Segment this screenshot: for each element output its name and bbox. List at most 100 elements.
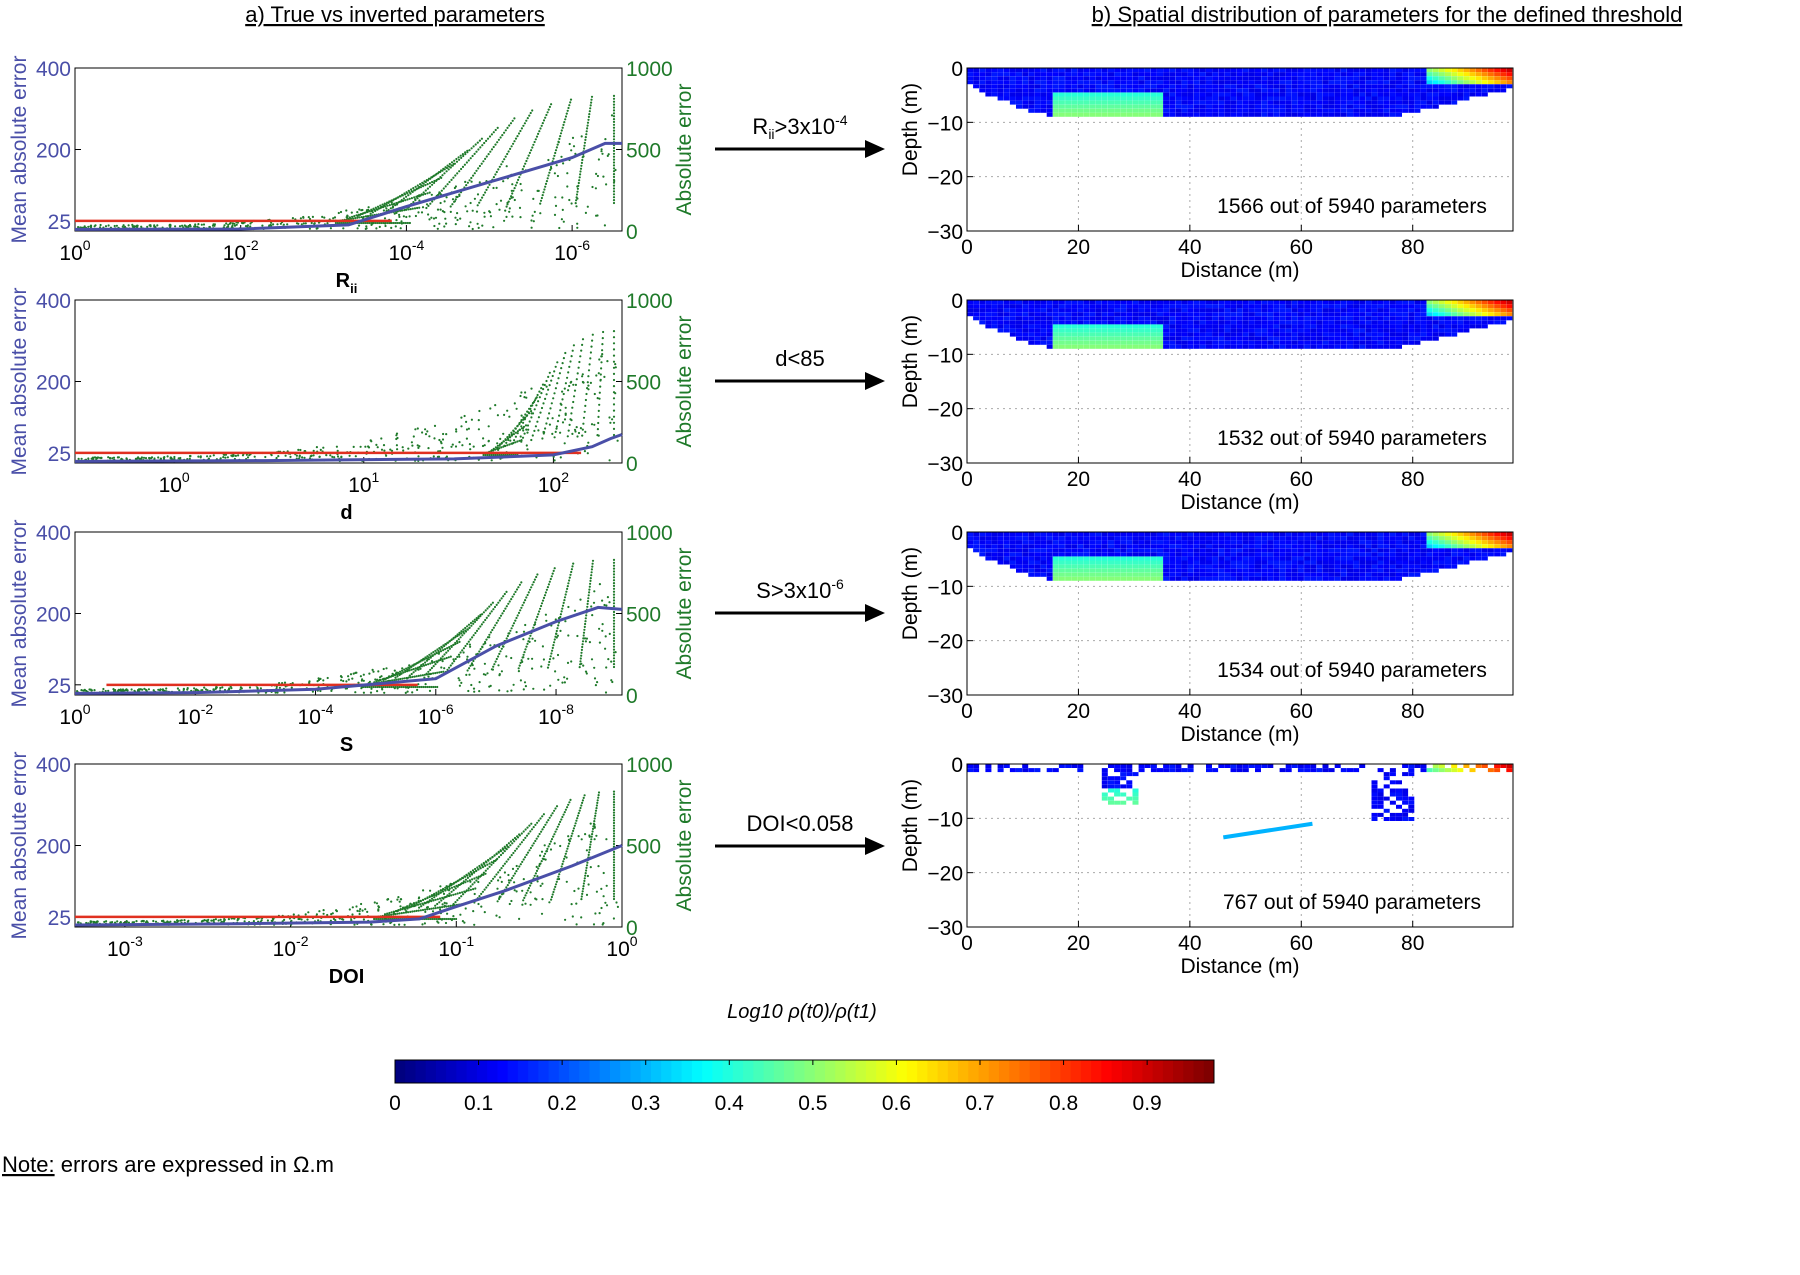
y-tick-label: −20 [927,399,963,422]
x-tick-label: 10-6 [418,701,454,729]
y-right-tick-label: 0 [626,453,638,476]
y-left-tick-label: 200 [36,836,71,859]
arrow-head [865,140,885,158]
x-tick-label: 10-1 [438,933,474,961]
y-right-label: Absolute error [673,316,696,448]
x-tick-label: 20 [1067,236,1090,259]
x-tick-label: 0 [961,932,973,955]
plot-frame [966,67,1514,232]
y-tick-label: −20 [927,167,963,190]
x-tick-label: 20 [1067,700,1090,723]
y-axis-label: Depth (m) [899,83,922,176]
colorbar-tick-label: 0.3 [631,1092,660,1115]
y-left-tick-label: 400 [36,754,71,777]
y-left-tick-label: 400 [36,522,71,545]
arrow-head [865,837,885,855]
x-tick-label: 80 [1401,236,1424,259]
y-left-tick-label: 400 [36,290,71,313]
x-tick-label: 10-8 [538,701,574,729]
y-left-tick-label: 200 [36,604,71,627]
y-left-tick-label: 25 [48,675,71,698]
note-text: errors are expressed in Ω.m [55,1152,334,1177]
x-tick-label: 20 [1067,468,1090,491]
y-left-tick-label: 200 [36,140,71,163]
parameter-count: 1566 out of 5940 parameters [1217,195,1487,218]
section-panel-2: 0 20 40 60 80 0 −10 −20 −30 Distance (m) Depth (m)… [899,290,1514,514]
absolute-error-scatter [76,790,620,927]
y-tick-label: −30 [927,221,963,244]
threshold-arrows: Rii>3x10-4 d<85 S>3x10-6 DOI<0.058 [715,112,885,855]
colorbar-tick-label: 0.5 [798,1092,827,1115]
x-axis-label: Distance (m) [1180,955,1299,978]
x-tick-label: 102 [538,469,569,497]
x-tick-label: 0 [961,700,973,723]
x-tick-label: 40 [1178,700,1201,723]
y-tick-label: −10 [927,112,963,135]
colorbar-tick-label: 0.6 [882,1092,911,1115]
absolute-error-scatter [77,330,619,463]
x-tick-label: 10-2 [177,701,213,729]
note-label: Note: [2,1152,55,1177]
colorbar-gradient [395,1060,1215,1083]
y-right-label: Absolute error [673,780,696,912]
x-tick-label: 0 [961,468,973,491]
x-tick-label: 40 [1178,932,1201,955]
y-right-label: Absolute error [673,548,696,680]
colorbar-tick-label: 0.2 [548,1092,577,1115]
absolute-error-scatter [77,94,617,231]
x-tick-label: 100 [59,237,90,265]
parameter-count: 767 out of 5940 parameters [1223,891,1481,914]
x-tick-label: 100 [159,469,190,497]
y-right-tick-label: 0 [626,917,638,940]
note: Note: errors are expressed in Ω.m [2,1152,334,1177]
section-panel-3: 0 20 40 60 80 0 −10 −20 −30 Distance (m) Depth (m)… [899,522,1514,746]
y-right-tick-label: 500 [626,140,661,163]
y-axis-label: Depth (m) [899,547,922,640]
x-tick-label: 10-2 [273,933,309,961]
x-axis-label: Rii [336,270,358,296]
x-tick-label: 40 [1178,236,1201,259]
y-left-label: Mean absolute error [8,520,31,708]
plot-frame [74,763,623,928]
parameter-count: 1534 out of 5940 parameters [1217,659,1487,682]
absolute-error-scatter [76,558,617,695]
colorbar-tick-label: 0.4 [715,1092,745,1115]
y-right-tick-label: 500 [626,372,661,395]
y-left-label: Mean absolute error [8,288,31,476]
threshold-label: DOI<0.058 [746,811,853,836]
x-tick-label: 10-4 [298,701,334,729]
x-tick-label: 101 [348,469,379,497]
threshold-label: Rii>3x10-4 [752,112,847,142]
colorbar-label: Log10 ρ(t0)/ρ(t1) [727,1001,877,1023]
x-tick-label: 60 [1290,468,1313,491]
y-right-tick-label: 1000 [626,290,673,313]
resistivity-section [967,300,1513,349]
resistivity-section [967,68,1513,117]
y-left-tick-label: 25 [48,443,71,466]
y-tick-label: −20 [927,631,963,654]
colorbar-tick-label: 0.8 [1049,1092,1078,1115]
y-axis-label: Depth (m) [899,779,922,872]
threshold-arrow-2: d<85 [715,346,885,390]
section-panel-4: 0 20 40 60 80 0 −10 −20 −30 Distance (m) Depth (m)… [899,754,1514,978]
y-right-tick-label: 1000 [626,522,673,545]
plot-frame [74,67,623,232]
plot-frame [966,299,1514,464]
right-panels: 0 20 40 60 80 0 −10 −20 −30 Distance (m) Depth (m)… [899,58,1514,978]
x-tick-label: 80 [1401,932,1424,955]
x-tick-label: 60 [1290,700,1313,723]
y-right-tick-label: 500 [626,604,661,627]
y-left-tick-label: 25 [48,907,71,930]
colorbar: 0 0.1 0.2 0.3 0.4 0.5 0.6 0.7 0.8 0.9 Log10 ρ(t0)/… [389,1001,1215,1115]
y-tick-label: 0 [951,522,963,545]
y-tick-label: 0 [951,58,963,81]
x-tick-label: 20 [1067,932,1090,955]
x-tick-label: 0 [961,236,973,259]
plot-frame [966,763,1514,928]
x-axis-label: Distance (m) [1180,723,1299,746]
y-right-tick-label: 1000 [626,754,673,777]
threshold-arrow-3: S>3x10-6 [715,576,885,622]
